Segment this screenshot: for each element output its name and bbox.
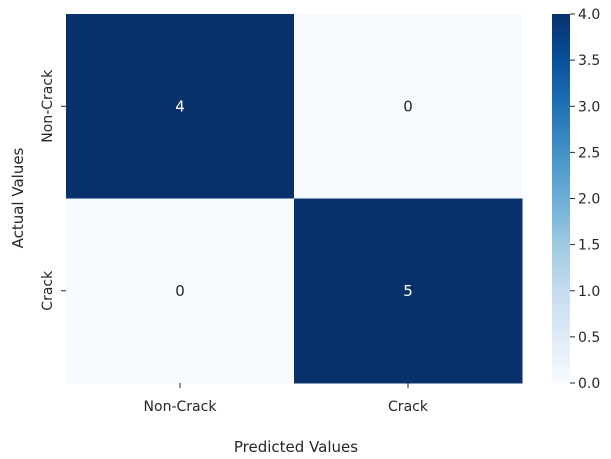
x-tick-label: Crack [388,399,429,415]
colorbar-ticks: 0.0 0.5 1.0 1.5 2.0 2.5 3.0 3.5 4.0 [570,7,600,392]
x-axis-ticks: Non-Crack Crack [144,383,429,415]
colorbar-tick-label: 0.0 [578,376,600,392]
colorbar-tick-label: 0.5 [578,330,600,346]
colorbar-tick-label: 3.5 [578,53,600,69]
cell-value-label-2-1: 0 [175,282,185,300]
heatmap-cell-1-1 [66,14,295,199]
heatmap-cells [66,14,523,384]
x-tick-label: Non-Crack [144,399,218,415]
cell-value-label-1-1: 4 [175,97,185,115]
heatmap-cell-2-2 [294,198,523,384]
colorbar [552,14,570,383]
colorbar-tick-label: 1.0 [578,284,600,300]
colorbar-tick-label: 4.0 [578,7,600,23]
cell-value-label-1-2: 0 [403,97,413,115]
colorbar-tick-label: 2.5 [578,145,600,161]
y-tick-label: Non-Crack [40,69,56,143]
y-tick-label: Crack [40,270,56,311]
cell-value-label-2-2: 5 [403,282,413,300]
heatmap-cell-labels: 4 0 0 5 [175,97,413,300]
heatmap-cell-2-1 [66,198,295,384]
colorbar-tick-label: 2.0 [578,192,600,208]
heatmap-cell-1-2 [294,14,523,199]
x-axis-title: Predicted Values [234,438,358,456]
colorbar-tick-label: 3.0 [578,99,600,115]
y-axis-ticks: Non-Crack Crack [40,69,66,311]
y-axis-title: Actual Values [9,147,27,248]
colorbar-tick-label: 1.5 [578,238,600,254]
